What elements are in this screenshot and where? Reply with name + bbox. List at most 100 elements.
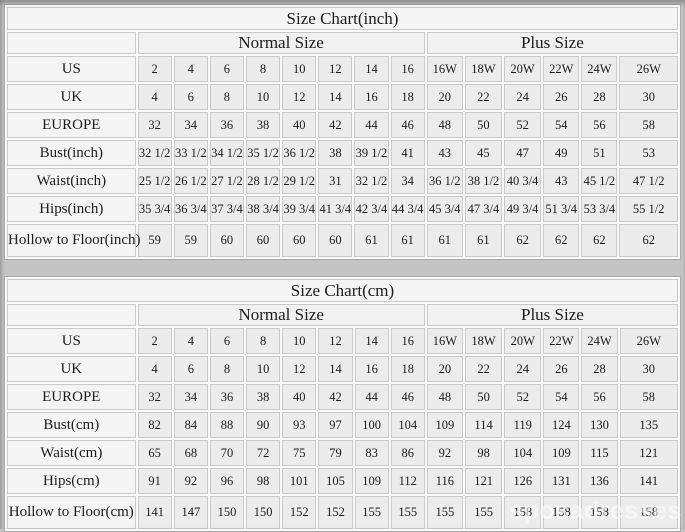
size-value-cell: 53 bbox=[619, 140, 678, 166]
size-value-cell: 18 bbox=[390, 84, 425, 110]
group-header-normal-size: Normal Size bbox=[137, 304, 425, 326]
size-value-cell: 131 bbox=[543, 468, 580, 494]
size-value-cell: 88 bbox=[209, 412, 245, 438]
size-chart-cm-table: Size Chart(cm) Normal Size Plus Size US 2 4 6 8… bbox=[4, 276, 681, 532]
size-value-cell: 20W bbox=[504, 328, 542, 354]
size-value-cell: 61 bbox=[354, 224, 389, 257]
size-value-cell: 42 bbox=[318, 112, 353, 138]
size-value-cell: 115 bbox=[581, 440, 618, 466]
size-value-cell: 2 bbox=[137, 56, 172, 82]
size-value-cell: 135 bbox=[619, 412, 678, 438]
size-value-cell: 22 bbox=[464, 356, 503, 382]
size-value-cell: 47 3/4 bbox=[464, 196, 502, 222]
size-value-cell: 27 1/2 bbox=[209, 168, 244, 194]
size-value-cell: 18W bbox=[464, 328, 503, 354]
table-title: Size Chart(cm) bbox=[7, 279, 678, 302]
size-value-cell: 22W bbox=[543, 56, 580, 82]
size-value-cell: 150 bbox=[246, 496, 281, 529]
size-value-cell: 32 1/2 bbox=[137, 140, 172, 166]
row-label: US bbox=[7, 56, 136, 82]
size-value-cell: 86 bbox=[390, 440, 425, 466]
size-value-cell: 62 bbox=[619, 224, 678, 257]
size-value-cell: 98 bbox=[464, 440, 503, 466]
size-value-cell: 35 3/4 bbox=[137, 196, 172, 222]
size-value-cell: 62 bbox=[543, 224, 580, 257]
size-value-cell: 24 bbox=[504, 356, 542, 382]
size-value-cell: 31 bbox=[318, 168, 353, 194]
size-value-cell: 44 3/4 bbox=[390, 196, 425, 222]
size-value-cell: 65 bbox=[137, 440, 172, 466]
size-value-cell: 101 bbox=[282, 468, 317, 494]
size-value-cell: 60 bbox=[245, 224, 281, 257]
size-value-cell: 20 bbox=[426, 356, 463, 382]
size-value-cell: 36 bbox=[209, 384, 245, 410]
size-value-cell: 82 bbox=[137, 412, 172, 438]
size-value-cell: 72 bbox=[246, 440, 281, 466]
size-value-cell: 30 bbox=[619, 84, 678, 110]
size-value-cell: 8 bbox=[246, 328, 281, 354]
size-value-cell: 26 bbox=[543, 356, 580, 382]
size-value-cell: 4 bbox=[173, 328, 208, 354]
row-label: Hollow to Floor(cm) bbox=[7, 496, 136, 529]
table-row: Waist(cm) 65 68 70 72 75 79 83 86 92 98 104 109 115 12… bbox=[7, 440, 678, 466]
size-value-cell: 119 bbox=[504, 412, 542, 438]
size-value-cell: 62 bbox=[504, 224, 542, 257]
size-value-cell: 46 bbox=[390, 112, 425, 138]
size-value-cell: 14 bbox=[354, 56, 389, 82]
size-value-cell: 58 bbox=[619, 384, 678, 410]
size-value-cell: 40 bbox=[282, 112, 317, 138]
size-value-cell: 12 bbox=[282, 84, 317, 110]
size-value-cell: 16 bbox=[390, 56, 425, 82]
size-value-cell: 34 bbox=[173, 384, 208, 410]
table-row: Bust(cm) 82 84 88 90 93 97 100 104 109 114 119 124 13… bbox=[7, 412, 678, 438]
size-value-cell: 29 1/2 bbox=[282, 168, 317, 194]
size-value-cell: 6 bbox=[209, 56, 244, 82]
size-value-cell: 83 bbox=[354, 440, 389, 466]
size-value-cell: 114 bbox=[464, 412, 503, 438]
size-value-cell: 54 bbox=[543, 384, 580, 410]
size-value-cell: 14 bbox=[354, 328, 389, 354]
size-value-cell: 112 bbox=[390, 468, 425, 494]
size-value-cell: 47 bbox=[504, 140, 542, 166]
size-value-cell: 49 3/4 bbox=[504, 196, 542, 222]
size-value-cell: 43 bbox=[543, 168, 580, 194]
size-value-cell: 16 bbox=[354, 84, 389, 110]
size-value-cell: 32 bbox=[137, 384, 172, 410]
table-row: Bust(inch) 32 1/2 33 1/2 34 1/2 35 1/2 36 1/2… bbox=[7, 140, 678, 166]
size-value-cell: 6 bbox=[173, 356, 208, 382]
table-title: Size Chart(inch) bbox=[7, 7, 678, 30]
size-value-cell: 62 bbox=[581, 224, 618, 257]
size-value-cell: 155 bbox=[426, 496, 463, 529]
size-value-cell: 58 bbox=[619, 112, 678, 138]
size-value-cell: 152 bbox=[282, 496, 317, 529]
size-value-cell: 8 bbox=[209, 84, 244, 110]
size-value-cell: 30 bbox=[619, 356, 678, 382]
table-row: Waist(inch) 25 1/2 26 1/2 27 1/2 28 1/2 29 1/… bbox=[7, 168, 678, 194]
size-value-cell: 45 3/4 bbox=[426, 196, 463, 222]
size-value-cell: 100 bbox=[354, 412, 389, 438]
size-value-cell: 109 bbox=[543, 440, 580, 466]
size-value-cell: 124 bbox=[543, 412, 580, 438]
size-value-cell: 60 bbox=[318, 224, 353, 257]
size-value-cell: 16 bbox=[390, 328, 425, 354]
size-value-cell: 10 bbox=[246, 356, 281, 382]
size-value-cell: 51 3/4 bbox=[543, 196, 580, 222]
size-value-cell: 12 bbox=[282, 356, 317, 382]
size-value-cell: 155 bbox=[354, 496, 389, 529]
size-value-cell: 41 bbox=[390, 140, 425, 166]
size-value-cell: 36 bbox=[209, 112, 244, 138]
size-value-cell: 104 bbox=[390, 412, 425, 438]
size-value-cell: 60 bbox=[282, 224, 317, 257]
group-header-normal-size: Normal Size bbox=[137, 32, 425, 54]
size-value-cell: 34 bbox=[173, 112, 208, 138]
size-value-cell: 10 bbox=[282, 328, 317, 354]
size-value-cell: 4 bbox=[137, 356, 172, 382]
group-header-plus-size: Plus Size bbox=[426, 32, 678, 54]
size-value-cell: 90 bbox=[246, 412, 281, 438]
size-value-cell: 39 3/4 bbox=[282, 196, 317, 222]
watermark: sposadresses bbox=[509, 497, 682, 525]
size-value-cell: 116 bbox=[426, 468, 463, 494]
size-value-cell: 14 bbox=[318, 356, 353, 382]
size-value-cell: 158 bbox=[619, 496, 678, 529]
